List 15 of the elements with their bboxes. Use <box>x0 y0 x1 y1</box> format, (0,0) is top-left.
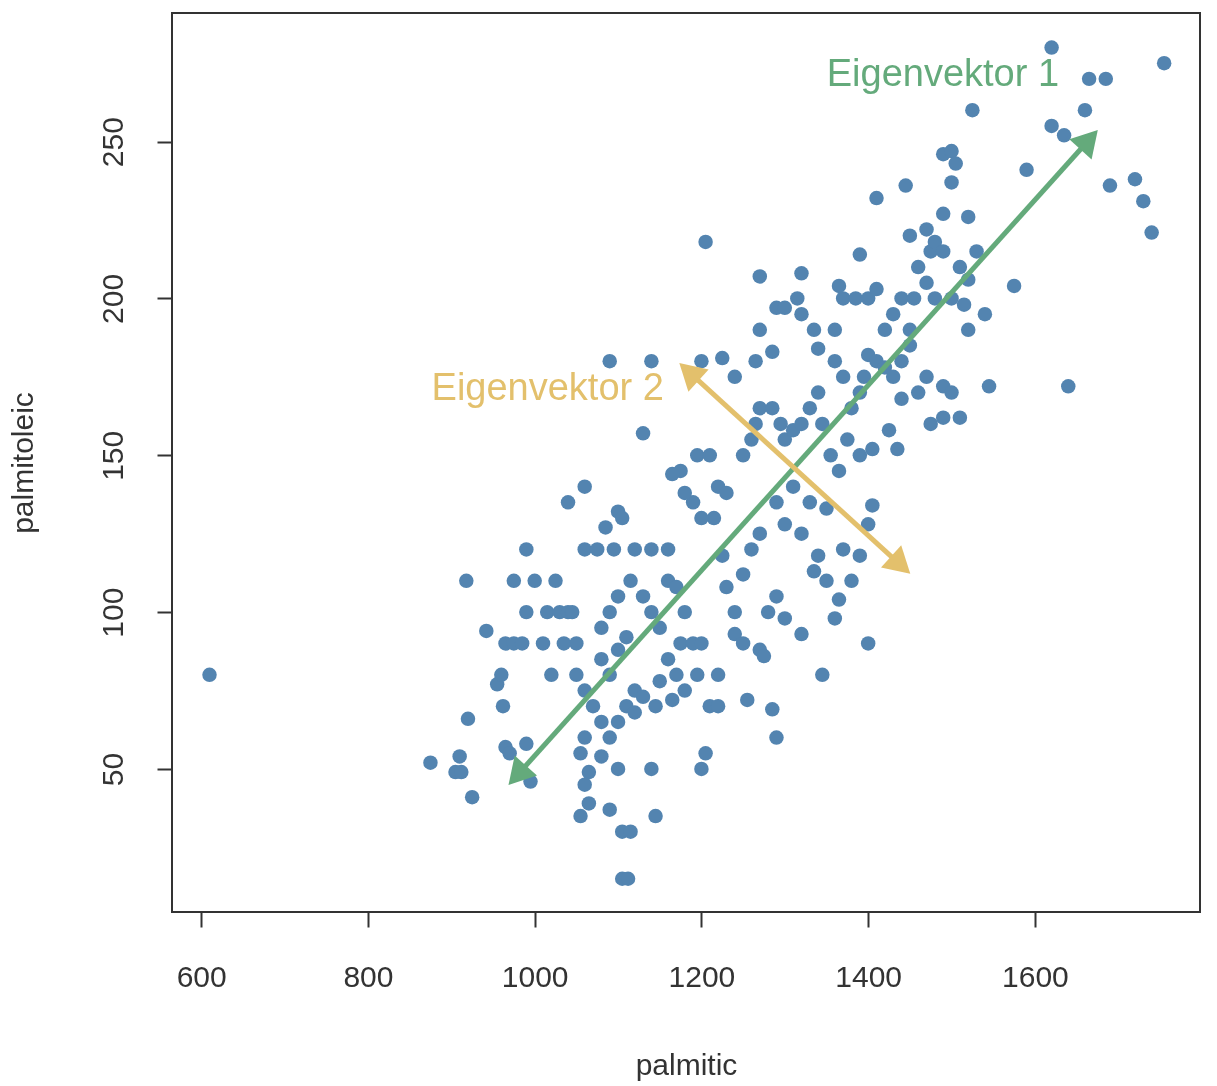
series-label: Eigenvektor 2 <box>431 365 664 408</box>
x-tick-label: 800 <box>343 959 394 993</box>
series-label: Eigenvektor 1 <box>826 51 1060 94</box>
y-tick-label: 150 <box>95 430 129 481</box>
y-tick-label: 200 <box>95 273 129 324</box>
x-tick-label: 1000 <box>501 959 569 993</box>
x-tick-label: 1600 <box>1002 959 1069 993</box>
y-tick-label: 50 <box>95 752 129 787</box>
x-axis-title: palmitic <box>635 1047 738 1081</box>
x-tick-label: 1200 <box>668 959 736 993</box>
x-tick-label: 600 <box>176 959 227 993</box>
y-tick-label: 100 <box>95 587 129 638</box>
y-tick-label: 250 <box>95 117 129 168</box>
y-axis-title: palmitoleic <box>5 392 39 534</box>
x-tick-label: 1400 <box>835 959 903 993</box>
